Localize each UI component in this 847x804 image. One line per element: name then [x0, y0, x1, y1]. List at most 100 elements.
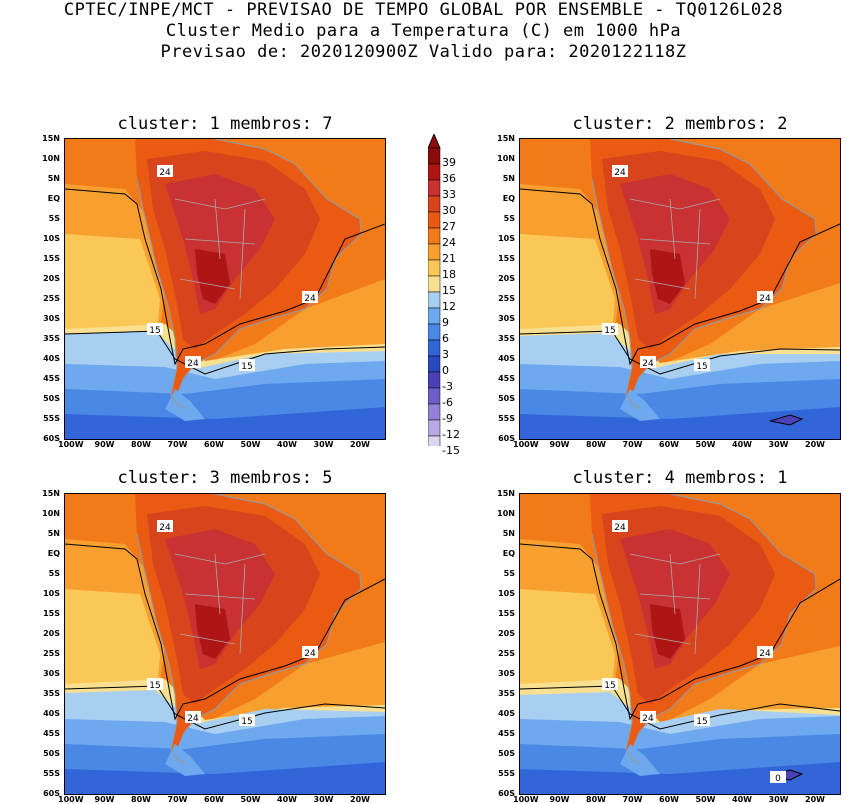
map-panel: 24 24 15 24 15	[64, 138, 386, 440]
lat-label: 60S	[43, 789, 60, 798]
colorbar-label: -9	[442, 412, 453, 425]
lat-label: EQ	[502, 549, 515, 558]
svg-text:24: 24	[642, 359, 654, 369]
lat-label: 25S	[498, 649, 515, 658]
lon-label: 60W	[659, 440, 679, 449]
lon-label: 40W	[732, 795, 752, 804]
contour-label: 24	[185, 711, 201, 724]
contour-label: 15	[147, 678, 163, 691]
svg-text:24: 24	[187, 714, 199, 724]
lat-label: 60S	[498, 789, 515, 798]
panel-title: cluster: 2 membros: 2	[572, 114, 788, 134]
lat-label: 15S	[43, 609, 60, 618]
lat-label: 25S	[498, 294, 515, 303]
lat-label: 30S	[498, 314, 515, 323]
contour-label: 15	[694, 714, 710, 727]
colorbar-swatch	[427, 163, 441, 181]
lat-label: 50S	[498, 394, 515, 403]
lat-label: 5S	[503, 214, 515, 223]
lon-label: 60W	[659, 795, 679, 804]
lon-label: 40W	[277, 440, 297, 449]
lon-label: 20W	[805, 440, 825, 449]
lat-label: 5N	[47, 174, 60, 183]
contour-label: 15	[694, 359, 710, 372]
colorbar-swatch	[427, 179, 441, 197]
contour-label: 24	[185, 356, 201, 369]
lat-label: 35S	[43, 334, 60, 343]
lon-label: 100W	[58, 795, 84, 804]
lon-label: 80W	[131, 440, 151, 449]
lon-label: 80W	[586, 440, 606, 449]
svg-text:24: 24	[614, 523, 626, 533]
lat-label: 15N	[42, 134, 60, 143]
colorbar-swatch	[427, 435, 441, 453]
colorbar-swatch	[427, 419, 441, 437]
contour-label: 15	[239, 714, 255, 727]
lon-label: 90W	[94, 795, 115, 804]
temperature-map: 24 24 15 24 15 0	[520, 494, 840, 794]
lat-label: 40S	[498, 709, 515, 718]
colorbar-label: 21	[442, 252, 456, 265]
lat-label: 10S	[498, 589, 515, 598]
lat-label: 5N	[47, 529, 60, 538]
svg-text:24: 24	[642, 714, 654, 724]
figure-header: CPTEC/INPE/MCT - PREVISAO DE TEMPO GLOBA…	[0, 0, 847, 63]
colorbar-label: 24	[442, 236, 456, 249]
svg-text:24: 24	[759, 649, 771, 659]
lon-label: 80W	[131, 795, 151, 804]
colorbar-swatch	[427, 323, 441, 341]
colorbar-swatch	[427, 371, 441, 389]
lon-label: 90W	[549, 440, 570, 449]
svg-text:15: 15	[149, 681, 160, 691]
colorbar-swatch	[427, 259, 441, 277]
lat-label: 25S	[43, 294, 60, 303]
contour-label: 15	[147, 323, 163, 336]
panel-title: cluster: 1 membros: 7	[117, 114, 333, 134]
lon-label: 30W	[768, 440, 789, 449]
lon-label: 50W	[695, 440, 716, 449]
lon-label: 30W	[313, 440, 334, 449]
lat-label: 40S	[43, 354, 60, 363]
svg-text:0: 0	[775, 774, 781, 784]
colorbar-label: -6	[442, 396, 453, 409]
lat-label: 5S	[48, 214, 60, 223]
contour-label: 24	[157, 165, 173, 178]
colorbar-swatch	[427, 339, 441, 357]
colorbar-swatch	[427, 195, 441, 213]
lat-label: 45S	[43, 729, 60, 738]
colorbar-label: -3	[442, 380, 453, 393]
lat-label: EQ	[502, 194, 515, 203]
colorbar-label: 0	[442, 364, 449, 377]
colorbar-label: 12	[442, 300, 456, 313]
lat-label: 25S	[43, 649, 60, 658]
colorbar-swatch	[427, 227, 441, 245]
colorbar: 39 36 33 30 27 24 21 18 15 12 9 6 3 0 -3 -6 -9 -12 -15	[427, 132, 508, 468]
lat-label: 55S	[498, 414, 515, 423]
lon-label: 40W	[277, 795, 297, 804]
lat-label: 45S	[498, 374, 515, 383]
lat-label: 35S	[498, 689, 515, 698]
temperature-map: 24 24 15 24 15	[520, 139, 840, 439]
lon-label: 60W	[204, 795, 224, 804]
lon-label: 80W	[586, 795, 606, 804]
svg-text:15: 15	[149, 326, 160, 336]
lon-label: 100W	[58, 440, 84, 449]
lat-label: EQ	[47, 549, 60, 558]
colorbar-label: -12	[442, 428, 460, 441]
svg-text:15: 15	[696, 362, 707, 372]
lat-label: 15S	[43, 254, 60, 263]
lon-label: 60W	[204, 440, 224, 449]
lat-label: 45S	[498, 729, 515, 738]
lon-label: 100W	[513, 440, 539, 449]
lat-label: 45S	[43, 374, 60, 383]
lat-label: 20S	[498, 274, 515, 283]
lon-label: 70W	[622, 440, 643, 449]
contour-label: 24	[612, 520, 628, 533]
lon-label: 50W	[695, 795, 716, 804]
lat-label: 20S	[498, 629, 515, 638]
temperature-map: 24 24 15 24 15	[65, 139, 385, 439]
colorbar-swatch	[427, 243, 441, 261]
lon-label: 70W	[167, 795, 188, 804]
lat-label: 5S	[48, 569, 60, 578]
colorbar-label: -15	[442, 444, 460, 457]
